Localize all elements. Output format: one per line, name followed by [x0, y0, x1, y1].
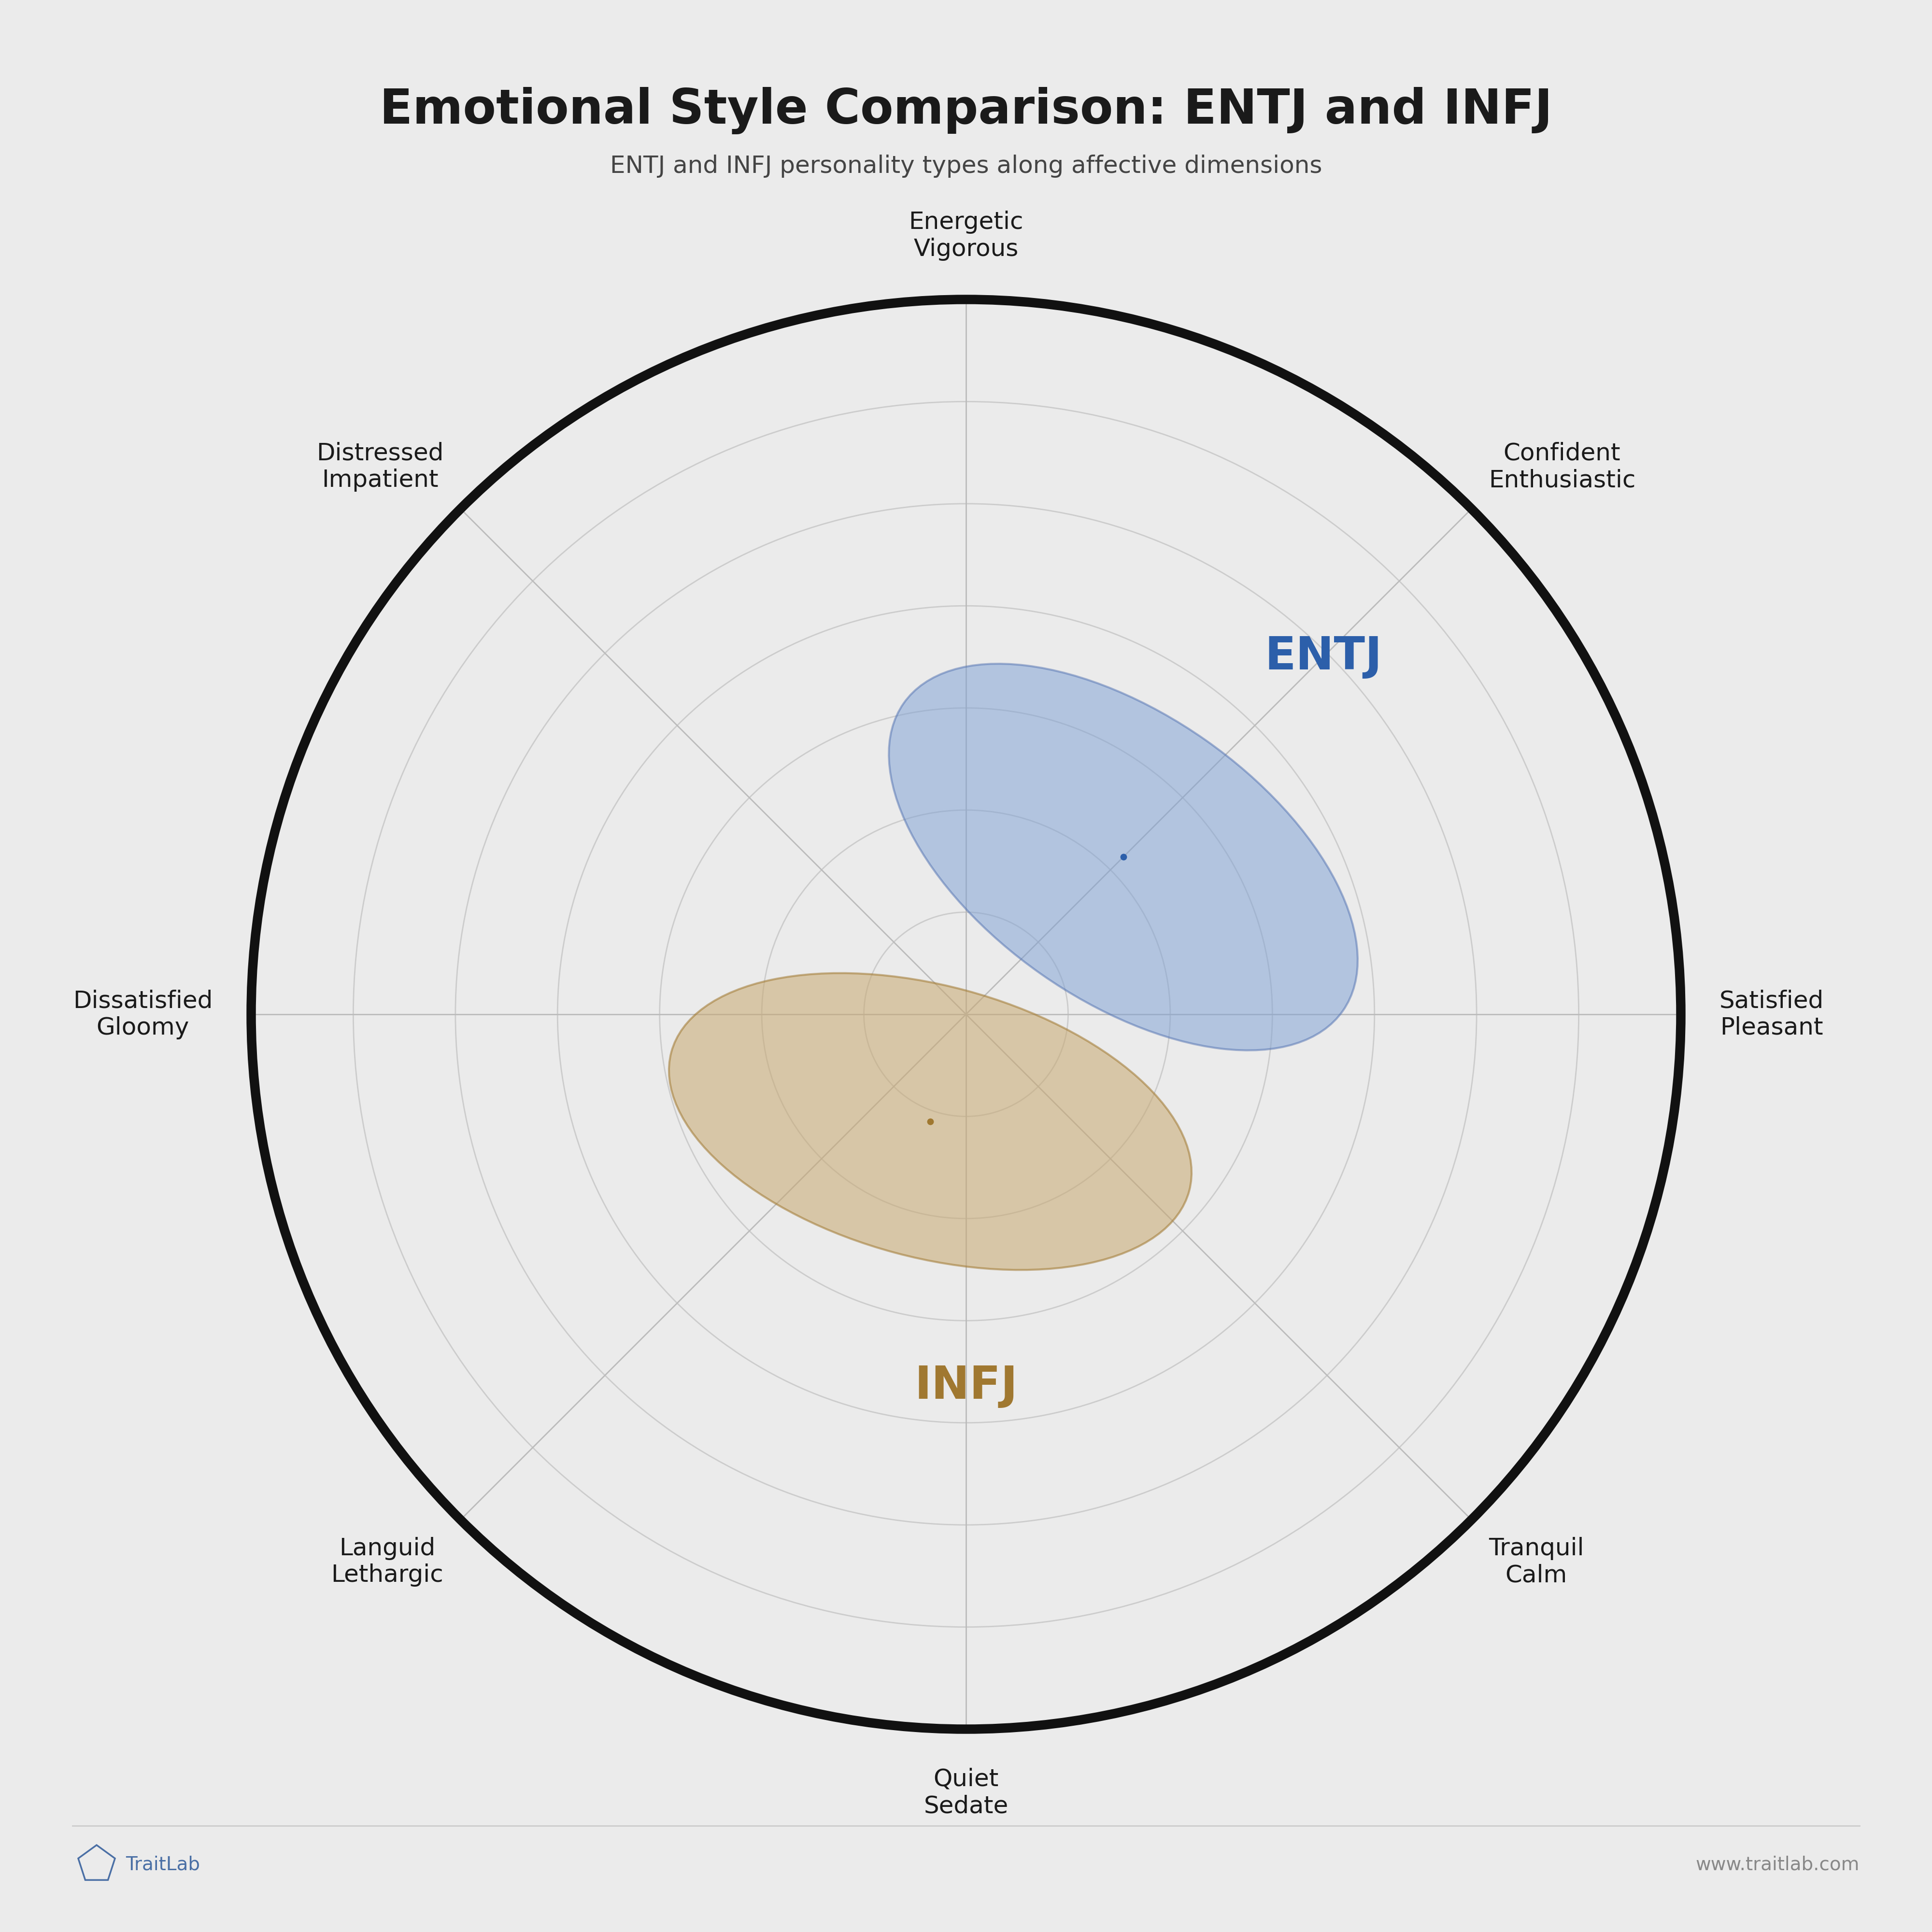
Text: Distressed
Impatient: Distressed Impatient: [317, 442, 444, 493]
Text: Languid
Lethargic: Languid Lethargic: [330, 1536, 444, 1586]
Text: Energetic
Vigorous: Energetic Vigorous: [908, 211, 1024, 261]
Text: Satisfied
Pleasant: Satisfied Pleasant: [1719, 989, 1824, 1039]
Text: Tranquil
Calm: Tranquil Calm: [1488, 1536, 1584, 1586]
Text: Confident
Enthusiastic: Confident Enthusiastic: [1488, 442, 1636, 493]
Text: Quiet
Sedate: Quiet Sedate: [923, 1768, 1009, 1818]
Text: ENTJ: ENTJ: [1265, 634, 1381, 680]
Point: [916, 1105, 947, 1136]
Text: INFJ: INFJ: [914, 1364, 1018, 1408]
Text: www.traitlab.com: www.traitlab.com: [1696, 1855, 1859, 1874]
Text: Dissatisfied
Gloomy: Dissatisfied Gloomy: [73, 989, 213, 1039]
Point: [1107, 842, 1138, 873]
Ellipse shape: [668, 974, 1192, 1269]
Ellipse shape: [889, 665, 1358, 1051]
Text: Emotional Style Comparison: ENTJ and INFJ: Emotional Style Comparison: ENTJ and INF…: [379, 87, 1553, 135]
Text: ENTJ and INFJ personality types along affective dimensions: ENTJ and INFJ personality types along af…: [611, 155, 1321, 178]
Text: TraitLab: TraitLab: [126, 1855, 201, 1874]
